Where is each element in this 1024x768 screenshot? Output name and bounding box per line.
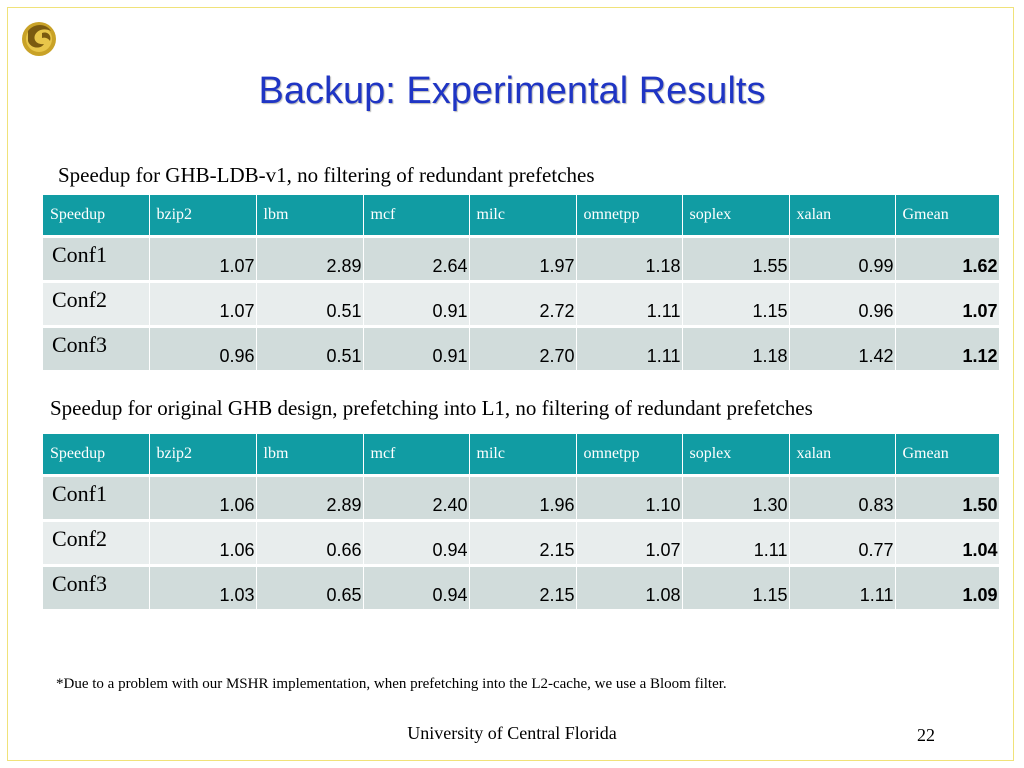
table-caption: Speedup for GHB-LDB-v1, no filtering of … <box>58 163 595 187</box>
column-header: lbm <box>256 434 364 476</box>
table-cell: 1.96 <box>469 474 577 521</box>
column-header: Speedup <box>43 195 150 237</box>
table-row: Conf1 1.06 2.89 2.40 1.96 1.10 1.30 0.83… <box>43 474 1000 521</box>
gmean-cell: 1.50 <box>895 474 1000 521</box>
table-header-row: Speedup bzip2 lbm mcf milc omnetpp sople… <box>43 434 1000 476</box>
slide-frame <box>7 7 1014 761</box>
table-cell: 0.96 <box>789 280 896 327</box>
column-header: mcf <box>363 434 470 476</box>
table-cell: 1.15 <box>682 280 790 327</box>
column-header: xalan <box>789 434 896 476</box>
table-cell: 2.89 <box>256 235 364 282</box>
table-cell: 1.03 <box>149 564 257 609</box>
column-header: Gmean <box>895 195 1000 237</box>
column-header: Speedup <box>43 434 150 476</box>
table-row: Conf1 1.07 2.89 2.64 1.97 1.18 1.55 0.99… <box>43 235 1000 282</box>
column-header: Gmean <box>895 434 1000 476</box>
table-cell: 0.51 <box>256 325 364 370</box>
table-cell: 0.51 <box>256 280 364 327</box>
ucf-pegasus-logo-icon <box>22 22 56 56</box>
results-table-original-ghb: Speedup bzip2 lbm mcf milc omnetpp sople… <box>43 434 1000 609</box>
table-cell: 1.06 <box>149 474 257 521</box>
table-row: Conf3 1.03 0.65 0.94 2.15 1.08 1.15 1.11… <box>43 564 1000 609</box>
table-cell: 2.72 <box>469 280 577 327</box>
table-row: Conf2 1.07 0.51 0.91 2.72 1.11 1.15 0.96… <box>43 280 1000 327</box>
column-header: lbm <box>256 195 364 237</box>
column-header: bzip2 <box>149 195 257 237</box>
table-row: Conf2 1.06 0.66 0.94 2.15 1.07 1.11 0.77… <box>43 519 1000 566</box>
row-label: Conf1 <box>43 235 150 282</box>
column-header: soplex <box>682 195 790 237</box>
table-cell: 0.91 <box>363 325 470 370</box>
table-cell: 1.11 <box>682 519 790 566</box>
column-header: soplex <box>682 434 790 476</box>
table-cell: 0.94 <box>363 519 470 566</box>
table-cell: 0.99 <box>789 235 896 282</box>
table-cell: 2.70 <box>469 325 577 370</box>
table-cell: 1.10 <box>576 474 683 521</box>
table-cell: 1.18 <box>682 325 790 370</box>
slide-footer: University of Central Florida <box>407 723 617 743</box>
table-cell: 0.91 <box>363 280 470 327</box>
row-label: Conf3 <box>43 325 150 370</box>
footnote: *Due to a problem with our MSHR implemen… <box>56 676 727 692</box>
gmean-cell: 1.09 <box>895 564 1000 609</box>
column-header: milc <box>469 434 577 476</box>
table-cell: 1.07 <box>576 519 683 566</box>
row-label: Conf2 <box>43 280 150 327</box>
row-label: Conf2 <box>43 519 150 566</box>
table-cell: 1.55 <box>682 235 790 282</box>
table-caption: Speedup for original GHB design, prefetc… <box>50 396 813 420</box>
table-cell: 1.15 <box>682 564 790 609</box>
table-cell: 0.83 <box>789 474 896 521</box>
row-label: Conf3 <box>43 564 150 609</box>
table-cell: 1.11 <box>576 325 683 370</box>
table-cell: 2.89 <box>256 474 364 521</box>
table-cell: 1.11 <box>576 280 683 327</box>
table-cell: 1.30 <box>682 474 790 521</box>
table-cell: 0.77 <box>789 519 896 566</box>
column-header: omnetpp <box>576 195 683 237</box>
table-header-row: Speedup bzip2 lbm mcf milc omnetpp sople… <box>43 195 1000 237</box>
table-cell: 1.06 <box>149 519 257 566</box>
table-cell: 0.96 <box>149 325 257 370</box>
table-cell: 2.64 <box>363 235 470 282</box>
column-header: omnetpp <box>576 434 683 476</box>
table-cell: 1.11 <box>789 564 896 609</box>
table-cell: 2.15 <box>469 564 577 609</box>
table-cell: 1.08 <box>576 564 683 609</box>
table-cell: 2.15 <box>469 519 577 566</box>
slide-title: Backup: Experimental Results <box>258 70 766 112</box>
gmean-cell: 1.62 <box>895 235 1000 282</box>
table-cell: 0.65 <box>256 564 364 609</box>
column-header: milc <box>469 195 577 237</box>
column-header: bzip2 <box>149 434 257 476</box>
column-header: xalan <box>789 195 896 237</box>
gmean-cell: 1.12 <box>895 325 1000 370</box>
table-cell: 0.94 <box>363 564 470 609</box>
gmean-cell: 1.07 <box>895 280 1000 327</box>
table-row: Conf3 0.96 0.51 0.91 2.70 1.11 1.18 1.42… <box>43 325 1000 370</box>
row-label: Conf1 <box>43 474 150 521</box>
table-cell: 1.07 <box>149 280 257 327</box>
table-cell: 0.66 <box>256 519 364 566</box>
table-cell: 1.18 <box>576 235 683 282</box>
results-table-ghb-ldb: Speedup bzip2 lbm mcf milc omnetpp sople… <box>43 195 1000 370</box>
table-cell: 1.97 <box>469 235 577 282</box>
page-number: 22 <box>917 725 935 745</box>
column-header: mcf <box>363 195 470 237</box>
table-cell: 1.42 <box>789 325 896 370</box>
table-cell: 2.40 <box>363 474 470 521</box>
gmean-cell: 1.04 <box>895 519 1000 566</box>
table-cell: 1.07 <box>149 235 257 282</box>
